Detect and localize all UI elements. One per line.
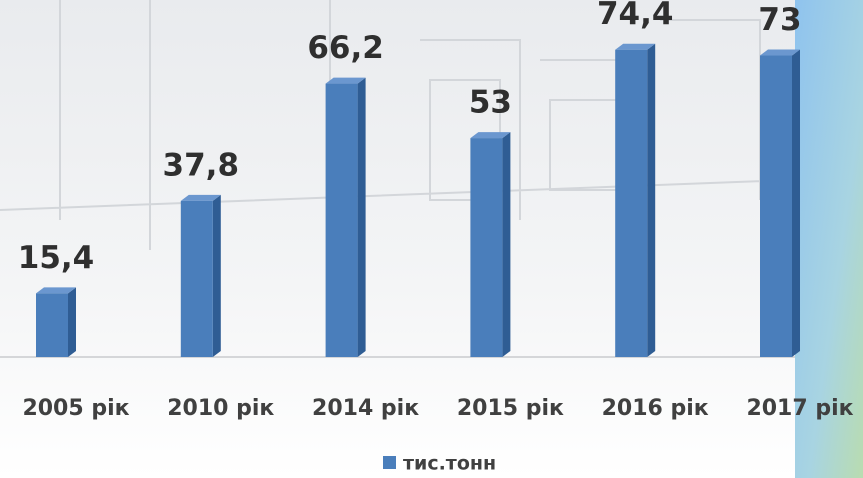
x-tick-label: 2016 рік — [602, 396, 709, 421]
bar — [760, 56, 792, 357]
bar — [326, 84, 358, 357]
value-label: 15,4 — [18, 240, 95, 276]
value-label: 66,2 — [307, 30, 384, 66]
legend-label: тис.тонн — [403, 453, 496, 475]
bar-side — [213, 195, 221, 357]
legend-swatch — [383, 456, 396, 469]
x-tick-label: 2015 рік — [457, 396, 564, 421]
bar — [615, 50, 647, 357]
bar-side — [792, 50, 800, 357]
bar — [181, 201, 213, 357]
bar-side — [502, 132, 510, 357]
bar — [470, 138, 502, 357]
bar-side — [68, 287, 76, 357]
value-label: 53 — [469, 85, 512, 121]
value-label: 74,4 — [597, 0, 674, 32]
x-tick-label: 2017 рік — [746, 396, 853, 421]
value-label: 37,8 — [163, 147, 240, 183]
x-tick-label: 2014 рік — [312, 396, 419, 421]
x-tick-label: 2010 рік — [167, 396, 274, 421]
chart: 15,4 2005 рік 37,8 2010 рік 66,2 2014 рік 53 20… — [0, 0, 863, 478]
value-label: 73 — [758, 2, 801, 38]
bar-side — [647, 44, 655, 357]
bar — [36, 293, 68, 357]
bar-side — [358, 78, 366, 357]
x-tick-label: 2005 рік — [22, 396, 129, 421]
page: 15,4 2005 рік 37,8 2010 рік 66,2 2014 рік 53 20… — [0, 0, 863, 478]
